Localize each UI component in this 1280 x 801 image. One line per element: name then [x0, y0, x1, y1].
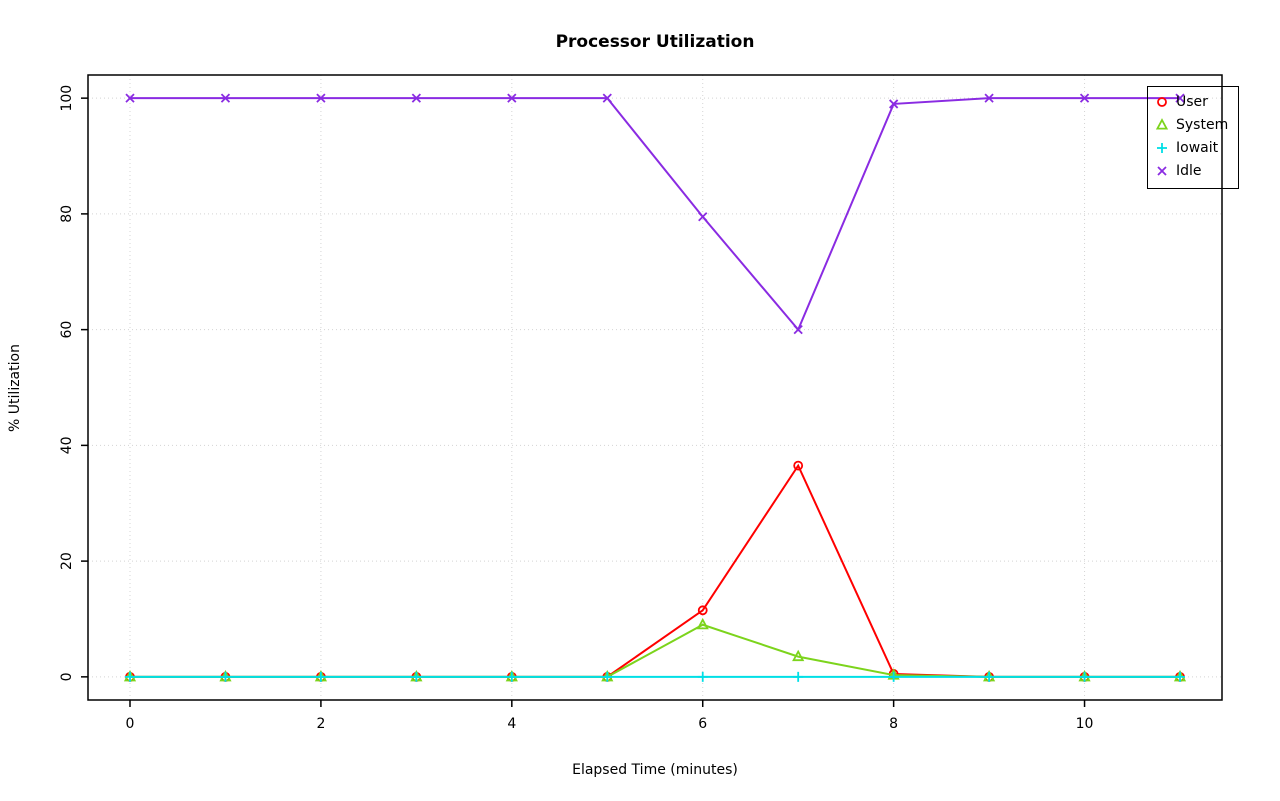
legend-triangle-icon [1155, 118, 1169, 130]
x-axis-label: Elapsed Time (minutes) [572, 762, 738, 778]
x-tick-label: 8 [889, 716, 898, 732]
y-tick-label: 0 [59, 672, 75, 681]
legend-circle-icon [1157, 97, 1167, 107]
legend-item-system: System [1154, 114, 1228, 136]
legend-item-iowait: Iowait [1154, 137, 1228, 159]
x-tick-label: 4 [507, 716, 516, 732]
legend: User System Iowait Idle [1147, 86, 1240, 189]
marker-circle [793, 460, 804, 471]
legend-plus-icon [1157, 143, 1167, 153]
marker-x [220, 93, 231, 103]
y-axis-label: % Utilization [7, 344, 23, 432]
marker-circle [1157, 97, 1167, 107]
marker-x [1175, 93, 1185, 103]
series-line-user [130, 463, 1180, 678]
y-tick-label: 20 [59, 552, 75, 570]
legend-x-icon [1157, 166, 1167, 176]
y-tick-label: 60 [59, 321, 75, 339]
marker-triangle [792, 649, 805, 662]
marker-triangle [1155, 118, 1169, 130]
marker-triangle [696, 617, 709, 630]
legend-label: Idle [1176, 163, 1202, 179]
series-line-system [130, 623, 1180, 678]
legend-label: Iowait [1176, 140, 1219, 156]
x-tick-label: 6 [698, 716, 707, 732]
x-tick-label: 10 [1076, 716, 1094, 732]
marker-circle [697, 605, 708, 616]
marker-x [793, 324, 803, 335]
marker-x [984, 93, 994, 103]
x-tick-label: 0 [126, 716, 135, 732]
marker-x [602, 93, 612, 103]
plot-box [87, 74, 1223, 701]
chart-title: Processor Utilization [555, 32, 755, 52]
x-tick-label: 2 [316, 716, 325, 732]
series-line-idle [130, 97, 1180, 332]
y-tick-label: 40 [59, 436, 75, 454]
marker-x [316, 93, 326, 103]
marker-x [411, 93, 422, 103]
marker-x [1157, 166, 1167, 176]
marker-x [1079, 93, 1090, 103]
legend-item-idle: Idle [1154, 160, 1228, 182]
marker-x [125, 93, 135, 103]
legend-item-user: User [1154, 91, 1228, 113]
y-tick-label: 100 [59, 85, 75, 112]
y-tick-label: 80 [59, 205, 75, 223]
legend-label: User [1176, 94, 1208, 110]
marker-x [698, 212, 708, 222]
marker-x [888, 99, 899, 109]
legend-label: System [1176, 117, 1229, 133]
marker-x [507, 93, 517, 103]
